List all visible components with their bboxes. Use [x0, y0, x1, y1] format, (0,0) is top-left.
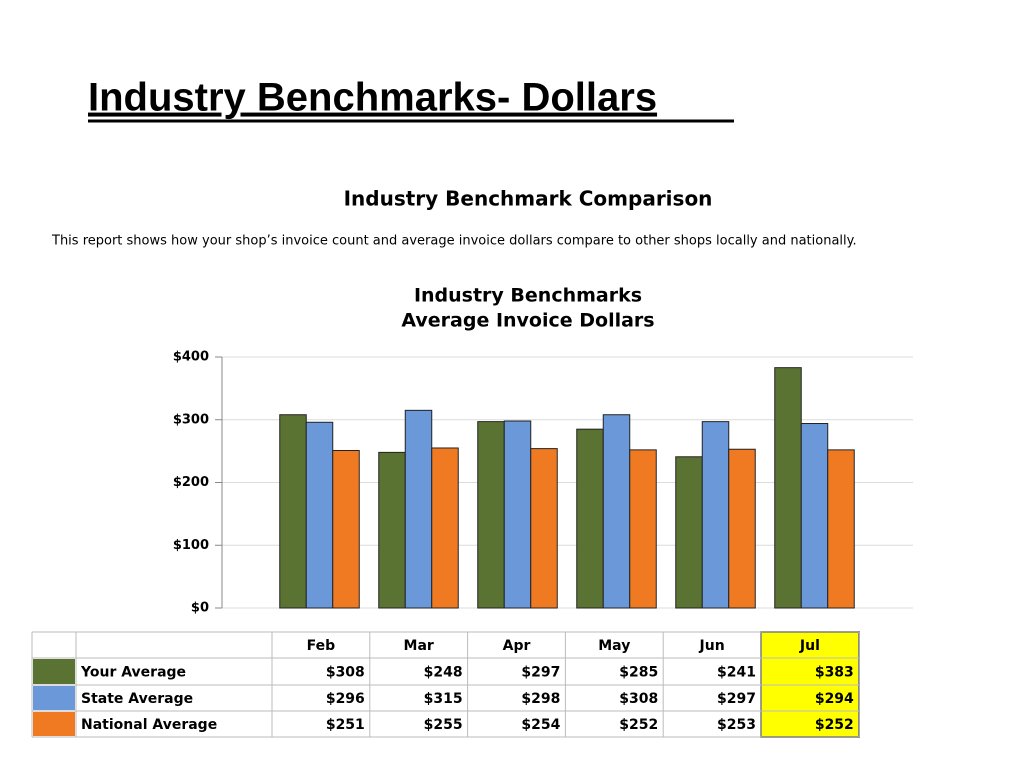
bar [431, 447, 459, 609]
table-header: Jun [699, 638, 725, 654]
bar [530, 448, 558, 609]
table-value: $285 [619, 665, 658, 681]
table-value: $252 [619, 717, 658, 733]
table-value: $248 [424, 665, 463, 681]
table-value: $296 [326, 691, 365, 707]
slide-title: Industry Benchmarks- Dollars [88, 76, 657, 120]
bar [477, 421, 505, 609]
bar [675, 456, 703, 609]
chart-title: Industry Benchmarks [414, 285, 642, 307]
y-tick-label: $0 [191, 601, 209, 616]
table-value: $297 [717, 691, 756, 707]
bar [827, 449, 855, 609]
table-value: $308 [619, 691, 658, 707]
legend-label: State Average [81, 691, 193, 707]
table-value: $308 [326, 665, 365, 681]
legend-swatch [33, 686, 75, 710]
table-value: $254 [521, 717, 560, 733]
bar [602, 414, 631, 609]
bar [800, 423, 829, 609]
table-value: $251 [326, 717, 365, 733]
bar [279, 414, 307, 609]
chart-subtitle: Average Invoice Dollars [401, 310, 654, 332]
bar [332, 449, 360, 609]
table-value: $297 [521, 665, 560, 681]
bar [701, 421, 730, 609]
table-value: $253 [717, 717, 756, 733]
table-value: $298 [521, 691, 560, 707]
table-header: Mar [404, 638, 434, 654]
report-description: This report shows how your shop’s invoic… [51, 234, 857, 249]
bar [576, 428, 604, 609]
legend-label: Your Average [80, 665, 186, 681]
bar [774, 367, 802, 609]
bar [378, 451, 406, 609]
table-header: Apr [503, 638, 531, 654]
table-value: $255 [424, 717, 463, 733]
y-tick-label: $400 [173, 350, 209, 365]
report-title: Industry Benchmark Comparison [344, 187, 713, 211]
table-value: $252 [815, 717, 854, 733]
y-tick-label: $100 [173, 538, 209, 553]
y-tick-label: $300 [173, 412, 209, 427]
bar [629, 449, 657, 609]
bar [404, 409, 433, 609]
legend-label: National Average [81, 717, 217, 733]
legend-swatch [33, 659, 75, 684]
bar [503, 420, 532, 609]
table-value: $383 [815, 665, 854, 681]
legend-swatch [33, 712, 75, 736]
table-header: Jul [799, 638, 820, 654]
bar [305, 421, 334, 609]
table-header: Feb [307, 638, 336, 654]
bar [728, 448, 756, 609]
table-value: $315 [424, 691, 463, 707]
table-header: May [598, 638, 630, 654]
table-value: $241 [717, 665, 756, 681]
table-value: $294 [815, 691, 854, 707]
y-tick-label: $200 [173, 475, 209, 490]
